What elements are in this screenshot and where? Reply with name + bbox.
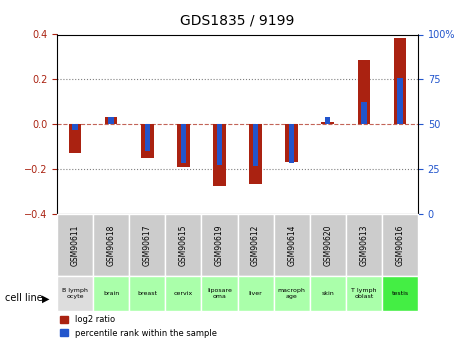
Text: macroph
age: macroph age <box>278 288 305 299</box>
Text: GSM90619: GSM90619 <box>215 224 224 266</box>
Bar <box>394 38 406 124</box>
Legend: log2 ratio, percentile rank within the sample: log2 ratio, percentile rank within the s… <box>57 312 220 341</box>
Text: cell line: cell line <box>5 294 42 303</box>
Bar <box>57 276 93 310</box>
Bar <box>129 276 165 310</box>
Bar <box>289 124 294 164</box>
Text: GSM90618: GSM90618 <box>107 224 115 266</box>
Bar <box>382 214 418 276</box>
Text: GSM90620: GSM90620 <box>323 224 332 266</box>
Text: skin: skin <box>322 291 334 296</box>
Bar <box>253 124 258 166</box>
Bar <box>72 124 78 130</box>
Text: brain: brain <box>103 291 119 296</box>
Bar <box>238 276 274 310</box>
Text: liver: liver <box>249 291 262 296</box>
Bar <box>238 214 274 276</box>
Bar <box>274 276 310 310</box>
Bar <box>141 124 153 158</box>
Bar <box>346 276 382 310</box>
Text: B lymph
ocyte: B lymph ocyte <box>62 288 88 299</box>
Bar <box>358 60 370 124</box>
Bar <box>177 124 190 167</box>
Bar <box>165 214 201 276</box>
Text: GDS1835 / 9199: GDS1835 / 9199 <box>180 14 294 28</box>
Bar <box>213 124 226 186</box>
Text: ▶: ▶ <box>42 294 49 303</box>
Text: GSM90612: GSM90612 <box>251 224 260 266</box>
Bar <box>165 276 201 310</box>
Bar <box>93 214 129 276</box>
Bar <box>93 276 129 310</box>
Text: GSM90614: GSM90614 <box>287 224 296 266</box>
Bar <box>310 214 346 276</box>
Bar <box>129 214 165 276</box>
Bar <box>201 276 238 310</box>
Bar <box>180 124 186 164</box>
Bar <box>397 78 403 124</box>
Bar <box>361 102 367 124</box>
Bar <box>346 214 382 276</box>
Bar <box>108 117 114 124</box>
Text: GSM90617: GSM90617 <box>143 224 152 266</box>
Text: GSM90613: GSM90613 <box>360 224 368 266</box>
Bar <box>105 117 117 124</box>
Text: liposare
oma: liposare oma <box>207 288 232 299</box>
Text: T lymph
oblast: T lymph oblast <box>351 288 377 299</box>
Bar <box>144 124 150 151</box>
Bar <box>217 124 222 165</box>
Text: testis: testis <box>391 291 408 296</box>
Bar <box>201 214 238 276</box>
Bar <box>285 124 298 162</box>
Text: breast: breast <box>137 291 157 296</box>
Text: GSM90615: GSM90615 <box>179 224 188 266</box>
Bar <box>322 122 334 124</box>
Bar <box>249 124 262 184</box>
Text: GSM90611: GSM90611 <box>71 224 79 266</box>
Bar <box>310 276 346 310</box>
Bar <box>69 124 81 153</box>
Text: GSM90616: GSM90616 <box>396 224 404 266</box>
Bar <box>274 214 310 276</box>
Text: cervix: cervix <box>174 291 193 296</box>
Bar <box>382 276 418 310</box>
Bar <box>325 117 331 124</box>
Bar <box>57 214 93 276</box>
